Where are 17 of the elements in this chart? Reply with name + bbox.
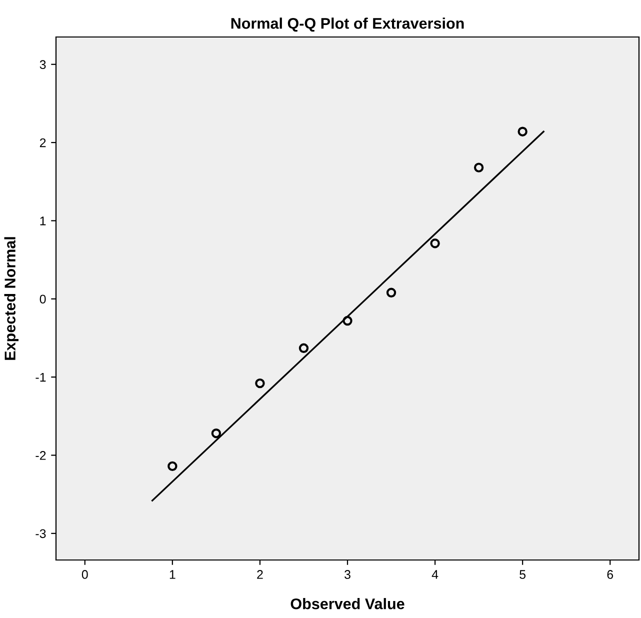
y-tick-label: -3	[36, 529, 46, 538]
x-tick-label: 2	[257, 570, 263, 579]
x-tick-label: 4	[432, 570, 438, 579]
x-axis-title: Observed Value	[290, 598, 404, 610]
y-tick-label: 3	[40, 60, 46, 70]
y-tick-label: -1	[36, 372, 46, 382]
chart-title: Normal Q-Q Plot of Extraversion	[231, 18, 464, 32]
y-axis-title: Expected Normal	[4, 237, 18, 360]
y-tick-label: 0	[40, 294, 46, 304]
x-tick-label: 1	[170, 570, 176, 579]
x-tick-label: 5	[520, 570, 526, 579]
x-tick-label: 0	[82, 570, 88, 579]
x-tick-label: 6	[607, 570, 614, 579]
y-tick-label: 1	[40, 216, 46, 226]
x-tick-label: 3	[344, 570, 350, 579]
y-tick-label: -2	[36, 451, 46, 460]
y-tick-label: 2	[40, 138, 46, 148]
